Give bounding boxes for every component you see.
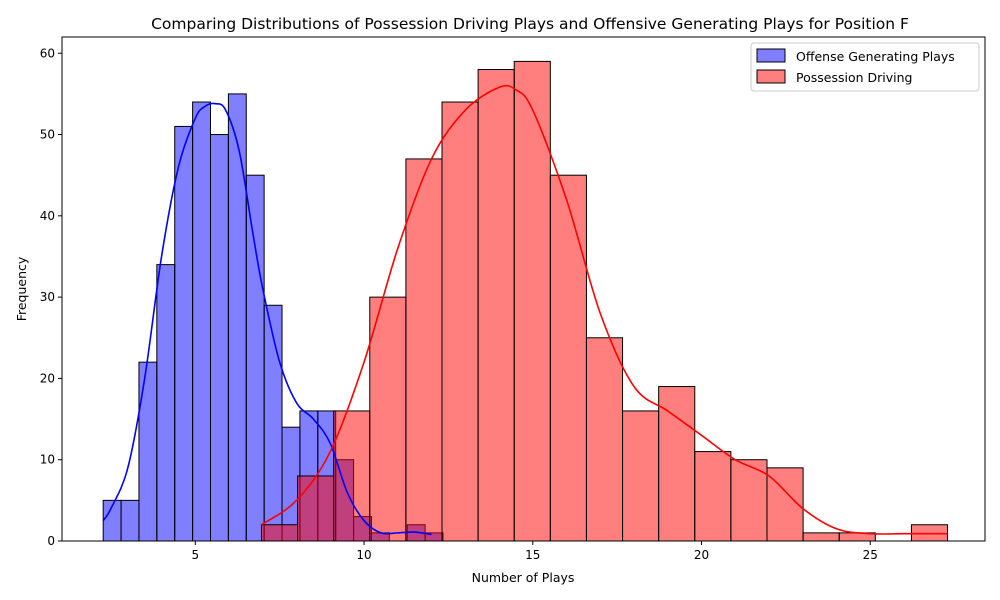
y-tick-label: 60 [40, 46, 55, 60]
legend-frame [750, 42, 980, 92]
y-tick-label: 10 [40, 453, 55, 467]
bar-possession-18 [910, 524, 949, 542]
x-tick-label: 20 [694, 548, 709, 562]
bar-offense-7 [227, 93, 247, 542]
legend-label-offense: Offense Generating Plays [796, 49, 955, 64]
chart-title: Comparing Distributions of Possession Dr… [151, 15, 909, 33]
x-tick-label: 5 [191, 548, 199, 562]
bar-offense-3 [156, 264, 176, 542]
bar-possession-1 [297, 475, 335, 542]
x-tick-label: 10 [356, 548, 371, 562]
legend-swatch-offense [756, 48, 786, 63]
bar-possession-3 [369, 296, 407, 542]
y-axis-label: Frequency [14, 256, 29, 321]
legend: Offense Generating Plays Possession Driv… [750, 42, 980, 92]
kde-line-offense [102, 102, 432, 536]
axes-layer: 5 10 15 20 25 0 10 20 30 40 50 60 [40, 36, 986, 562]
y-tick-label: 20 [40, 371, 55, 385]
bar-possession-9 [585, 337, 624, 542]
bar-possession-0 [260, 524, 299, 542]
legend-label-possession: Possession Driving [796, 70, 912, 85]
bar-offense-5 [192, 101, 211, 542]
bar-offense-2 [138, 361, 158, 542]
bar-possession-4 [405, 158, 443, 542]
x-tick-label: 25 [863, 548, 878, 562]
bar-offense-1 [120, 499, 140, 542]
bar-possession-12 [694, 451, 732, 542]
bar-possession-5 [441, 101, 479, 542]
bar-possession-8 [549, 174, 587, 542]
legend-swatch-possession [756, 69, 786, 84]
bar-possession-6 [477, 69, 515, 542]
bar-possession-7 [513, 60, 551, 542]
y-tick-label: 50 [40, 128, 55, 142]
bar-possession-15 [802, 532, 840, 542]
bar-offense-4 [174, 125, 194, 542]
bar-offense-9 [263, 304, 283, 542]
y-tick-label: 30 [40, 290, 55, 304]
x-axis-label: Number of Plays [472, 570, 575, 585]
x-tick-label: 15 [525, 548, 540, 562]
bar-possession-11 [658, 386, 696, 542]
bars-layer [102, 60, 949, 542]
plot-frame [61, 36, 986, 542]
bar-offense-8 [245, 174, 265, 542]
y-tick-label: 40 [40, 209, 55, 223]
bar-offense-6 [209, 134, 229, 542]
kde-line-possession [260, 84, 948, 535]
y-tick-label: 0 [47, 534, 55, 548]
kde-layer [102, 84, 948, 536]
bar-possession-13 [730, 459, 768, 542]
bar-possession-10 [622, 410, 660, 542]
